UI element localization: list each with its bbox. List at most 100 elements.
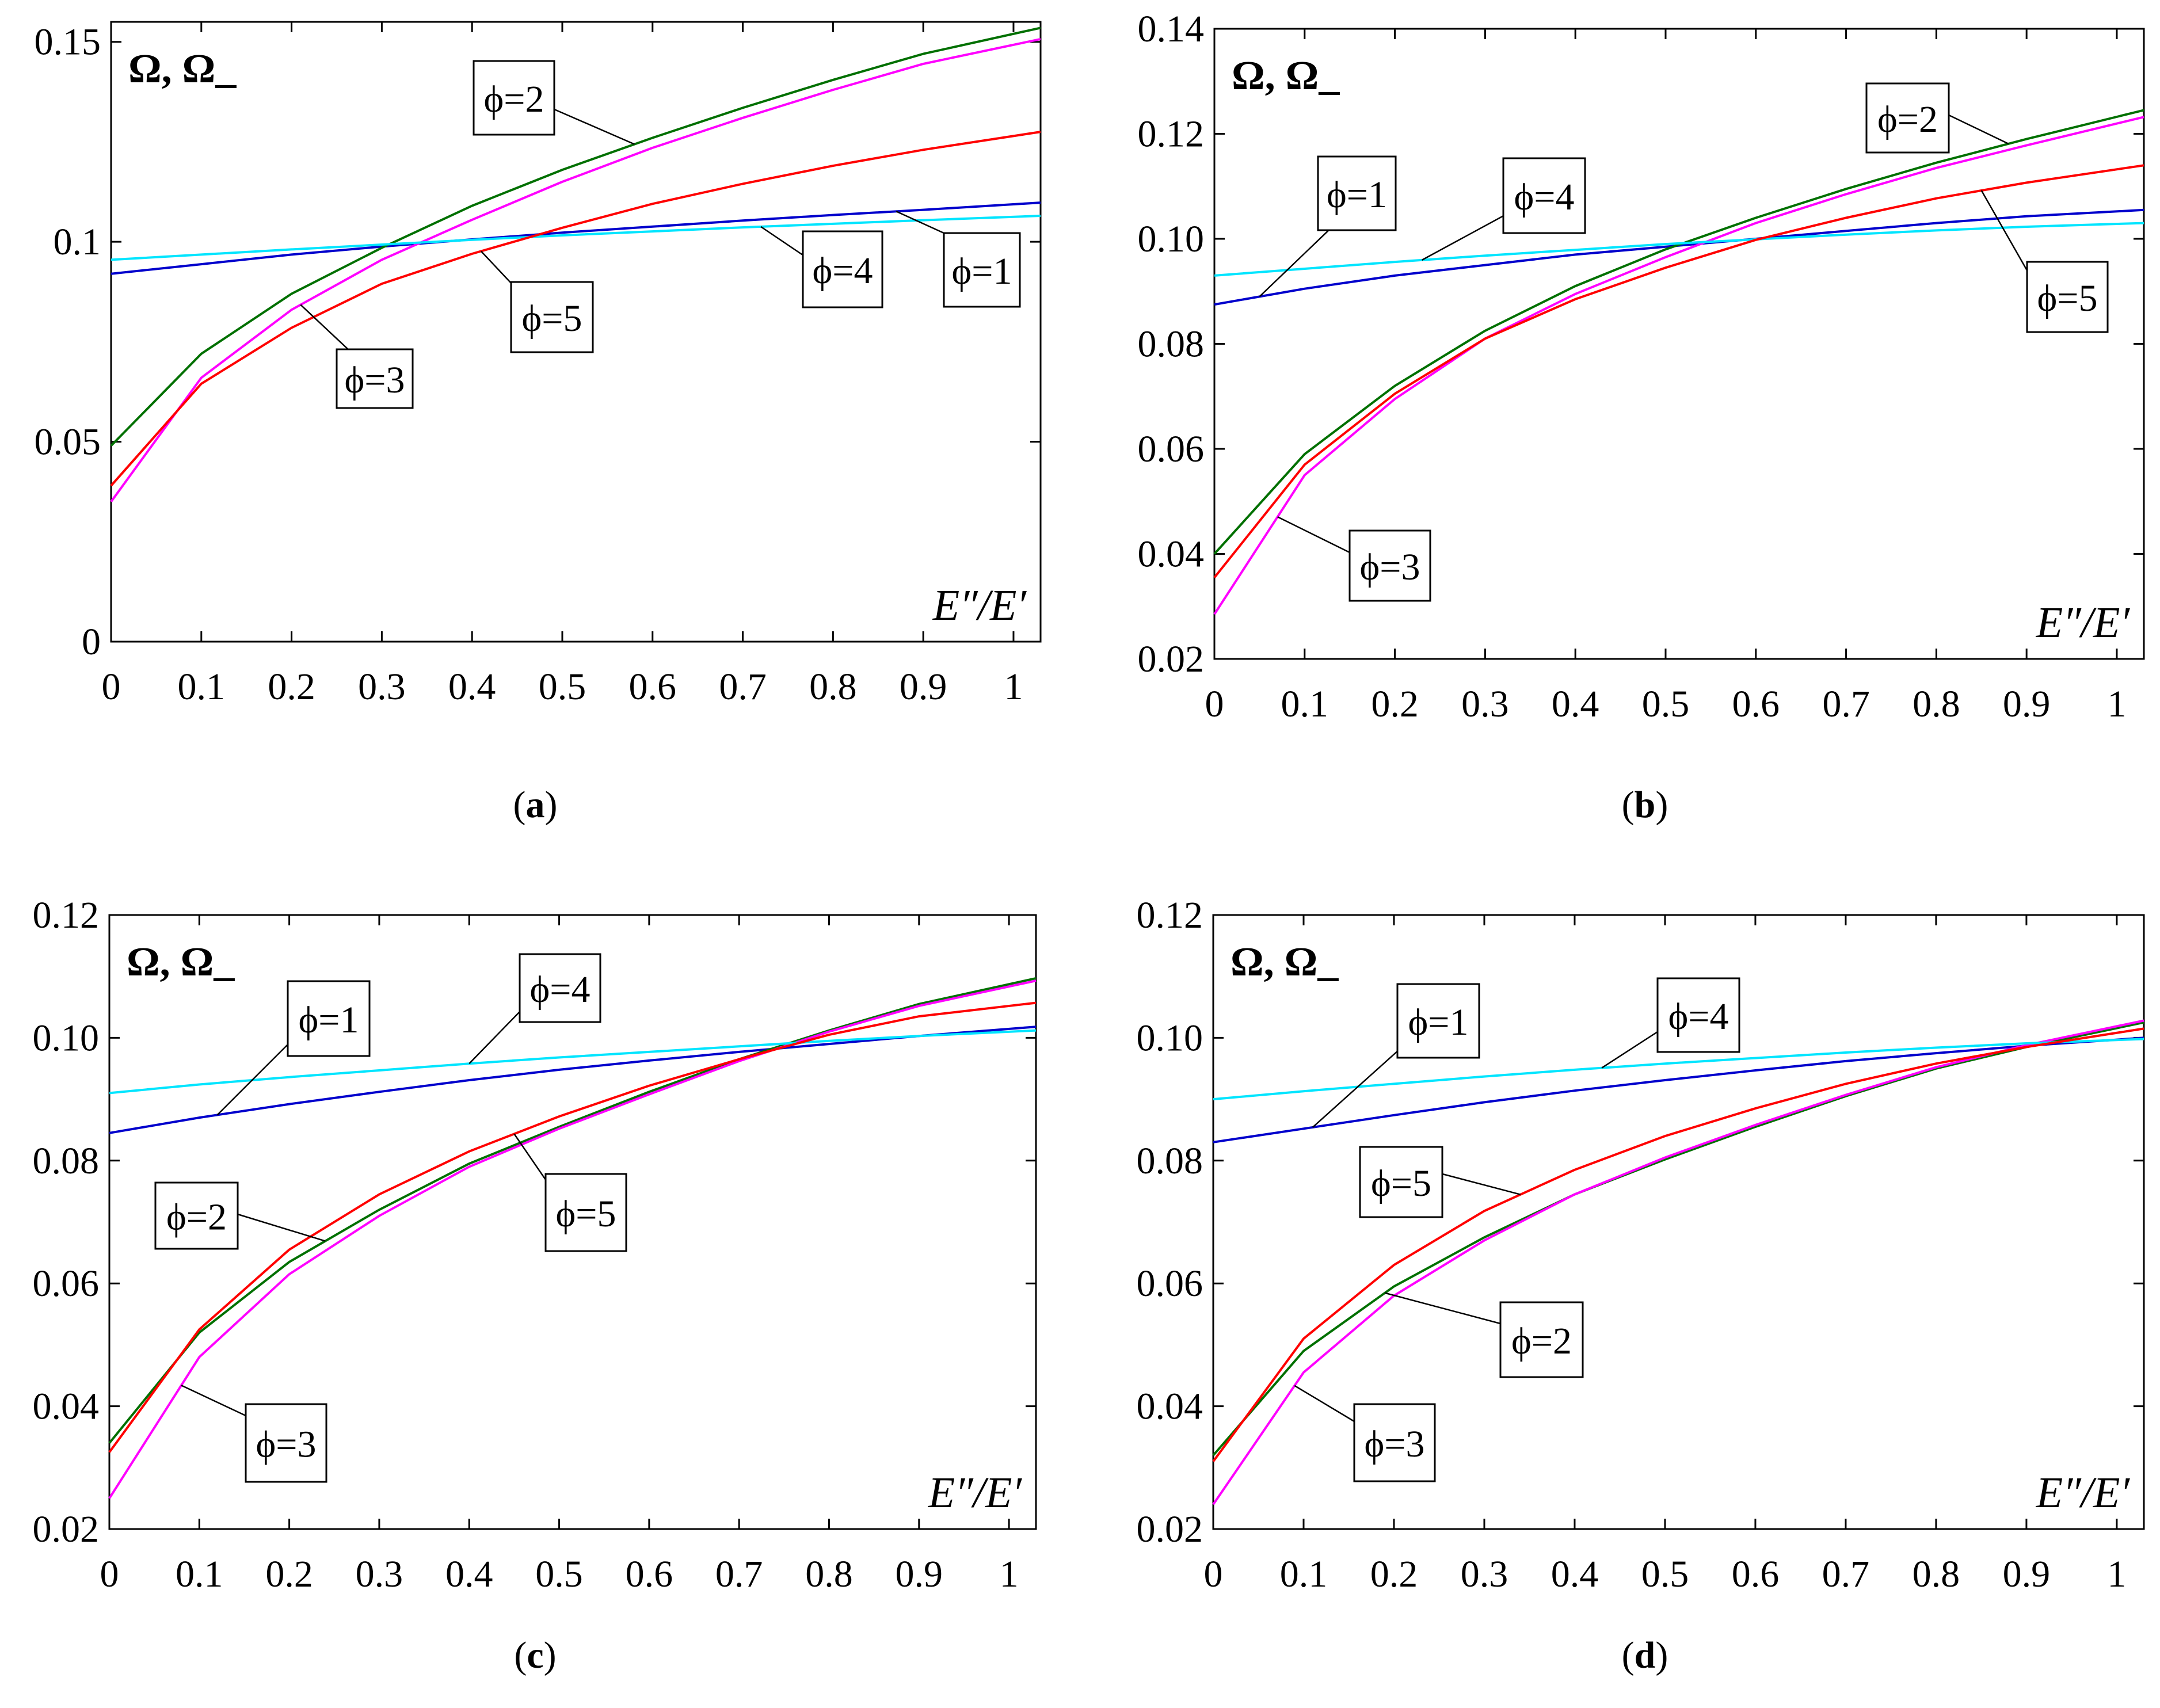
label-box (510, 281, 594, 353)
label-box (544, 1173, 627, 1252)
panel-caption: (b) (1622, 784, 1668, 826)
label-box (1502, 157, 1586, 234)
series-line-phi2 (1213, 109, 2144, 555)
x-tick-label: 1 (1000, 1553, 1019, 1595)
series-label-phi1: ϕ=1 (299, 999, 359, 1041)
series-line-phi3 (110, 37, 1041, 502)
label-box (245, 1403, 327, 1483)
series-line-phi2 (1212, 1021, 2144, 1457)
x-tick-label: 0.8 (809, 666, 857, 708)
label-leader (513, 1133, 547, 1180)
series-label-phi3: ϕ=3 (1365, 1423, 1425, 1465)
label-box (1317, 155, 1397, 231)
x-tick-label: 0.8 (805, 1553, 853, 1595)
x-tick-label: 0.2 (265, 1553, 313, 1595)
x-tick-label: 0 (1204, 1553, 1223, 1595)
y-tick-label: 0.02 (1137, 1508, 1203, 1550)
x-tick-label: 1 (2107, 1553, 2126, 1595)
y-tick-label: 0.08 (33, 1140, 100, 1182)
series-label-phi3: ϕ=3 (345, 359, 405, 401)
series-label-phi5: ϕ=5 (522, 298, 582, 340)
label-box (1396, 983, 1480, 1059)
x-tick-label: 1 (2107, 683, 2126, 725)
x-tick-label: 0.4 (445, 1553, 493, 1595)
x-tick-label: 0.7 (715, 1553, 763, 1595)
x-tick-label: 0.5 (535, 1553, 583, 1595)
x-tick-label: 0.2 (1371, 683, 1419, 725)
label-leader (237, 1213, 326, 1242)
series-line-phi4 (111, 215, 1041, 261)
x-tick-label: 0.5 (539, 666, 586, 708)
series-line-phi5 (110, 131, 1041, 487)
label-leader (760, 226, 809, 260)
x-tick-label: 0.9 (2003, 683, 2051, 725)
y-tick-label: 0.12 (1138, 113, 1205, 155)
label-box (1499, 1301, 1584, 1378)
label-box (1348, 529, 1431, 602)
series-label-phi5: ϕ=5 (1371, 1162, 1431, 1204)
series-line-phi1 (109, 1025, 1037, 1134)
y-tick-label: 0.06 (33, 1263, 100, 1305)
label-box (287, 980, 371, 1057)
series-label-phi2: ϕ=2 (484, 78, 544, 120)
label-box (1865, 82, 1950, 154)
label-box (473, 60, 555, 136)
label-box (1353, 1403, 1436, 1482)
label-box (1656, 977, 1740, 1053)
y-tick-label: 0.1 (54, 221, 101, 263)
x-tick-label: 0.2 (1370, 1553, 1418, 1595)
label-leader (1384, 1292, 1501, 1325)
x-tick-label: 0.8 (1913, 1553, 1960, 1595)
series-line-phi3 (108, 979, 1037, 1499)
x-tick-label: 0.4 (448, 666, 496, 708)
panel-caption: (a) (513, 784, 558, 826)
x-tick-label: 0.6 (1732, 1553, 1780, 1595)
series-label-phi4: ϕ=4 (813, 250, 873, 292)
y-tick-label: 0.10 (1138, 218, 1205, 260)
series-label-phi1: ϕ=1 (952, 250, 1012, 292)
y-axis-label: Ω, Ω_ (127, 939, 235, 985)
series-line-phi4 (1214, 222, 2144, 277)
y-tick-label: 0.04 (1137, 1386, 1203, 1428)
y-tick-label: 0.05 (35, 421, 101, 463)
series-label-phi2: ϕ=2 (166, 1196, 227, 1238)
x-tick-label: 0 (1205, 683, 1224, 725)
y-axis-label: Ω, Ω_ (1232, 52, 1340, 98)
y-tick-label: 0.06 (1137, 1263, 1203, 1305)
series-label-phi5: ϕ=5 (2037, 277, 2098, 319)
x-tick-label: 0.1 (1281, 683, 1329, 725)
series-line-phi1 (1213, 1036, 2144, 1143)
y-tick-label: 0.04 (1138, 533, 1205, 575)
x-tick-label: 0.2 (268, 666, 315, 708)
x-axis-label: E″/E′ (932, 581, 1027, 630)
y-tick-label: 0.12 (1137, 894, 1203, 936)
label-box (2026, 261, 2109, 333)
x-tick-label: 0.6 (1732, 683, 1780, 725)
series-label-phi2: ϕ=2 (1511, 1320, 1572, 1362)
series-line-phi1 (111, 201, 1041, 275)
series-label-phi4: ϕ=4 (530, 969, 591, 1011)
panel-d: 0 0.1 0.2 0.3 0.4 0.5 0.6 0.7 0.8 0.9 1 0.02 0.04 0.0… (1137, 894, 2145, 1676)
y-tick-label: 0.02 (33, 1508, 100, 1550)
series-label-phi1: ϕ=1 (1327, 174, 1387, 216)
label-box (802, 230, 883, 308)
y-tick-label: 0.08 (1138, 323, 1205, 365)
panel-b: 0 0.1 0.2 0.3 0.4 0.5 0.6 0.7 0.8 0.9 1 0.02 0.04 0.0… (1138, 8, 2145, 826)
label-box (519, 953, 601, 1023)
x-tick-label: 0.1 (178, 666, 226, 708)
series-label-phi2: ϕ=2 (1877, 98, 1938, 140)
x-tick-label: 0.9 (896, 1553, 943, 1595)
series-line-phi3 (1213, 116, 2144, 615)
x-tick-label: 0.7 (1822, 1553, 1870, 1595)
series-line-phi4 (109, 1029, 1037, 1095)
series-label-phi5: ϕ=5 (556, 1193, 616, 1235)
series-line-phi5 (108, 1001, 1037, 1453)
series-label-phi1: ϕ=1 (1408, 1001, 1469, 1043)
x-tick-label: 0.9 (900, 666, 947, 708)
label-box (154, 1181, 239, 1250)
label-box (336, 348, 414, 409)
x-tick-label: 0.7 (719, 666, 767, 708)
y-tick-label: 0 (82, 621, 101, 663)
y-tick-label: 0.12 (33, 894, 100, 936)
y-axis-label: Ω, Ω_ (1231, 939, 1339, 985)
